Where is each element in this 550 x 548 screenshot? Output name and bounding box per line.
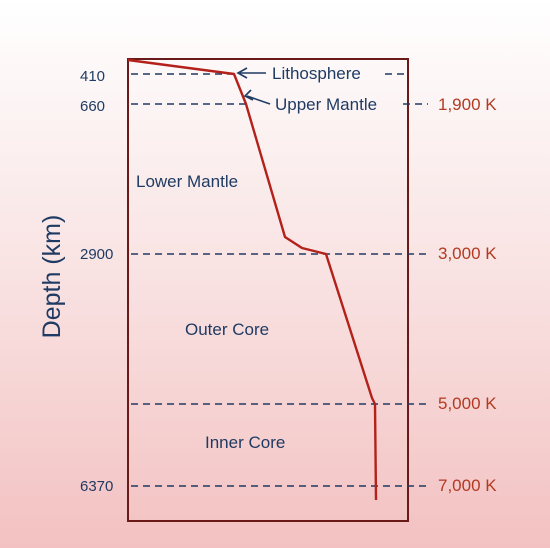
geotherm-curve: [127, 58, 378, 501]
arrow-icon-upper-mantle: [243, 89, 271, 105]
layer-label-lower-mantle: Lower Mantle: [136, 172, 239, 191]
depth-tick-660: 660: [80, 98, 106, 115]
layer-label-inner-core: Inner Core: [205, 433, 286, 452]
temperature-label-5000: 5,000 K: [438, 394, 497, 413]
earth-column-box: [127, 58, 409, 522]
depth-tick-410: 410: [80, 68, 106, 85]
y-axis-title: Depth (km): [38, 214, 66, 339]
layer-label-lithosphere: Lithosphere: [272, 64, 361, 83]
layer-label-upper-mantle: Upper Mantle: [275, 95, 378, 114]
depth-tick-2900: 2900: [80, 246, 114, 263]
temperature-label-3000: 3,000 K: [438, 244, 497, 263]
temperature-label-7000: 7,000 K: [438, 476, 497, 495]
layer-label-outer-core: Outer Core: [185, 320, 270, 339]
arrow-icon-lithosphere: [236, 67, 266, 79]
depth-tick-6370: 6370: [80, 478, 114, 495]
temperature-label-1900: 1,900 K: [438, 95, 497, 114]
